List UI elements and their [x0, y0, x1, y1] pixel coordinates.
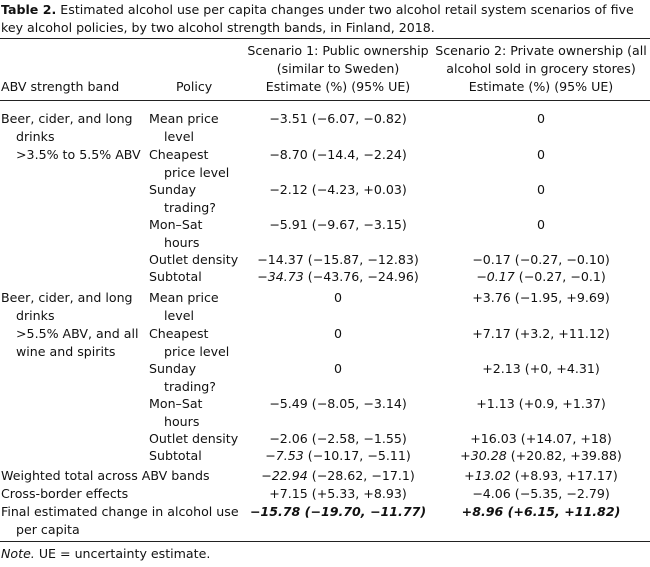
band2-policy-2: Cheapest price level	[149, 326, 230, 359]
header-scenario2: Scenario 2: Private ownership (all alcoh…	[435, 43, 647, 94]
band1-s1-1: −3.51 (−6.07, −0.82)	[269, 111, 407, 126]
band2-s1-2: 0	[333, 326, 342, 341]
band1-s2-1: 0	[536, 111, 545, 126]
weighted-total-label: Weighted total across ABV bands	[1, 468, 210, 483]
band2-s2-2: +7.17 (+3.2, +11.12)	[472, 326, 610, 341]
band1-s2-3: 0	[536, 182, 545, 197]
caption-label: Table 2.	[1, 2, 57, 17]
band2-s1-5: −2.06 (−2.58, −1.55)	[269, 431, 407, 446]
band1-subtotal-s1: −34.73 (−43.76, −24.96)	[257, 269, 419, 284]
weighted-total-s2: +13.02 (+8.93, +17.17)	[464, 468, 618, 483]
header-scenario1: Scenario 1: Public ownership (similar to…	[247, 43, 429, 94]
header-rule	[0, 100, 650, 101]
band2-policy-3: Sunday trading?	[149, 361, 216, 394]
band2-s1-1: 0	[333, 290, 342, 305]
band1-policy-1: Mean price level	[149, 111, 219, 144]
band2-label: Beer, cider, and long drinks >5.5% ABV, …	[1, 290, 139, 359]
band1-policy-4: Mon–Sat hours	[149, 217, 203, 250]
weighted-total-s1: −22.94 (−28.62, −17.1)	[261, 468, 415, 483]
cross-border-s2: −4.06 (−5.35, −2.79)	[472, 486, 610, 501]
header-abv: ABV strength band	[1, 79, 120, 94]
header-policy: Policy	[176, 79, 213, 94]
band2-subtotal-s1: −7.53 (−10.17, −5.11)	[265, 448, 411, 463]
band2-s1-3: 0	[333, 361, 342, 376]
band2-subtotal-s2: +30.28 (+20.82, +39.88)	[460, 448, 622, 463]
table-note: Note. UE = uncertainty estimate.	[1, 546, 211, 561]
table-caption: Table 2. Estimated alcohol use per capit…	[1, 1, 646, 37]
band1-s1-5: −14.37 (−15.87, −12.83)	[257, 252, 419, 267]
final-change-label: Final estimated change in alcohol use pe…	[1, 504, 239, 537]
bottom-rule	[0, 541, 650, 542]
band2-subtotal-label: Subtotal	[149, 448, 202, 463]
band2-s1-4: −5.49 (−8.05, −3.14)	[269, 396, 407, 411]
band1-s1-4: −5.91 (−9.67, −3.15)	[269, 217, 407, 232]
band1-subtotal-label: Subtotal	[149, 269, 202, 284]
top-rule	[0, 38, 650, 39]
band2-policy-4: Mon–Sat hours	[149, 396, 203, 429]
band1-policy-2: Cheapest price level	[149, 147, 230, 180]
cross-border-label: Cross-border effects	[1, 486, 129, 501]
cross-border-s1: +7.15 (+5.33, +8.93)	[269, 486, 407, 501]
band1-s2-2: 0	[536, 147, 545, 162]
band1-policy-3: Sunday trading?	[149, 182, 216, 215]
caption-text: Estimated alcohol use per capita changes…	[1, 2, 634, 35]
band2-policy-5: Outlet density	[149, 431, 239, 446]
band2-s2-5: +16.03 (+14.07, +18)	[470, 431, 612, 446]
band2-policy-1: Mean price level	[149, 290, 219, 323]
band1-s2-4: 0	[536, 217, 545, 232]
band1-s2-5: −0.17 (−0.27, −0.10)	[472, 252, 610, 267]
final-change-s2: +8.96 (+6.15, +11.82)	[461, 504, 621, 519]
band1-subtotal-s2: −0.17 (−0.27, −0.1)	[476, 269, 606, 284]
band1-label: Beer, cider, and long drinks >3.5% to 5.…	[1, 111, 141, 162]
band2-s2-1: +3.76 (−1.95, +9.69)	[472, 290, 610, 305]
final-change-s1: −15.78 (−19.70, −11.77)	[249, 504, 427, 519]
band1-s1-3: −2.12 (−4.23, +0.03)	[269, 182, 407, 197]
band1-s1-2: −8.70 (−14.4, −2.24)	[269, 147, 407, 162]
band2-s2-3: +2.13 (+0, +4.31)	[482, 361, 600, 376]
band1-policy-5: Outlet density	[149, 252, 239, 267]
band2-s2-4: +1.13 (+0.9, +1.37)	[476, 396, 606, 411]
